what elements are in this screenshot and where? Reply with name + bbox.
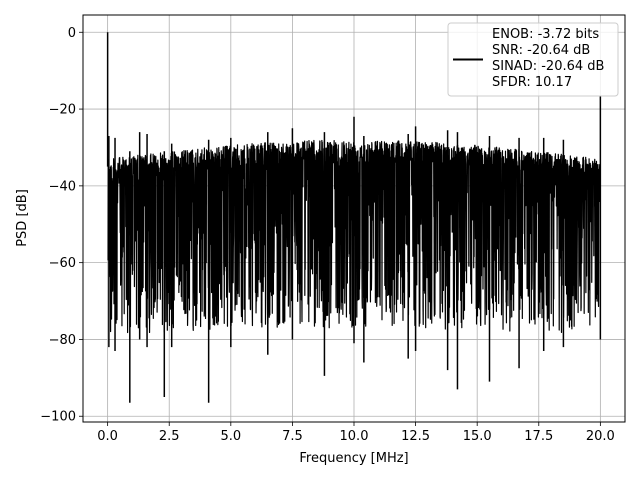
y-tick-label: 0: [68, 26, 76, 41]
y-tick-label: −40: [49, 179, 76, 194]
legend-text-sinad: SINAD: -20.64 dB: [492, 59, 604, 74]
plot-area: [106, 32, 602, 403]
x-tick-label: 7.5: [282, 429, 303, 444]
y-axis-label: PSD [dB]: [15, 189, 30, 247]
legend-text-sfdr: SFDR: 10.17: [492, 75, 572, 90]
y-axis-ticks: 0 −20 −40 −60 −80 −100: [40, 26, 83, 425]
x-tick-label: 0.0: [97, 429, 118, 444]
x-tick-label: 15.0: [463, 429, 492, 444]
y-tick-label: −80: [49, 333, 76, 348]
legend-text-enob: ENOB: -3.72 bits: [492, 27, 599, 42]
y-tick-label: −60: [49, 256, 76, 271]
y-tick-label: −100: [40, 410, 76, 425]
legend-text-snr: SNR: -20.64 dB: [492, 43, 590, 58]
series-psd: [106, 32, 602, 403]
x-tick-label: 20.0: [586, 429, 615, 444]
x-tick-label: 17.5: [524, 429, 553, 444]
y-tick-label: −20: [49, 103, 76, 118]
x-axis-label: Frequency [MHz]: [299, 451, 408, 466]
x-tick-label: 10.0: [340, 429, 369, 444]
legend-box: [447, 22, 619, 97]
x-axis-ticks: 0.0 2.5 5.0 7.5 10.0 12.5 15.0 17.5 20.0: [97, 422, 615, 444]
x-tick-label: 5.0: [220, 429, 241, 444]
x-tick-label: 12.5: [401, 429, 430, 444]
legend: ENOB: -3.72 bits SNR: -20.64 dB SINAD: -…: [447, 22, 619, 97]
x-tick-label: 2.5: [159, 429, 180, 444]
